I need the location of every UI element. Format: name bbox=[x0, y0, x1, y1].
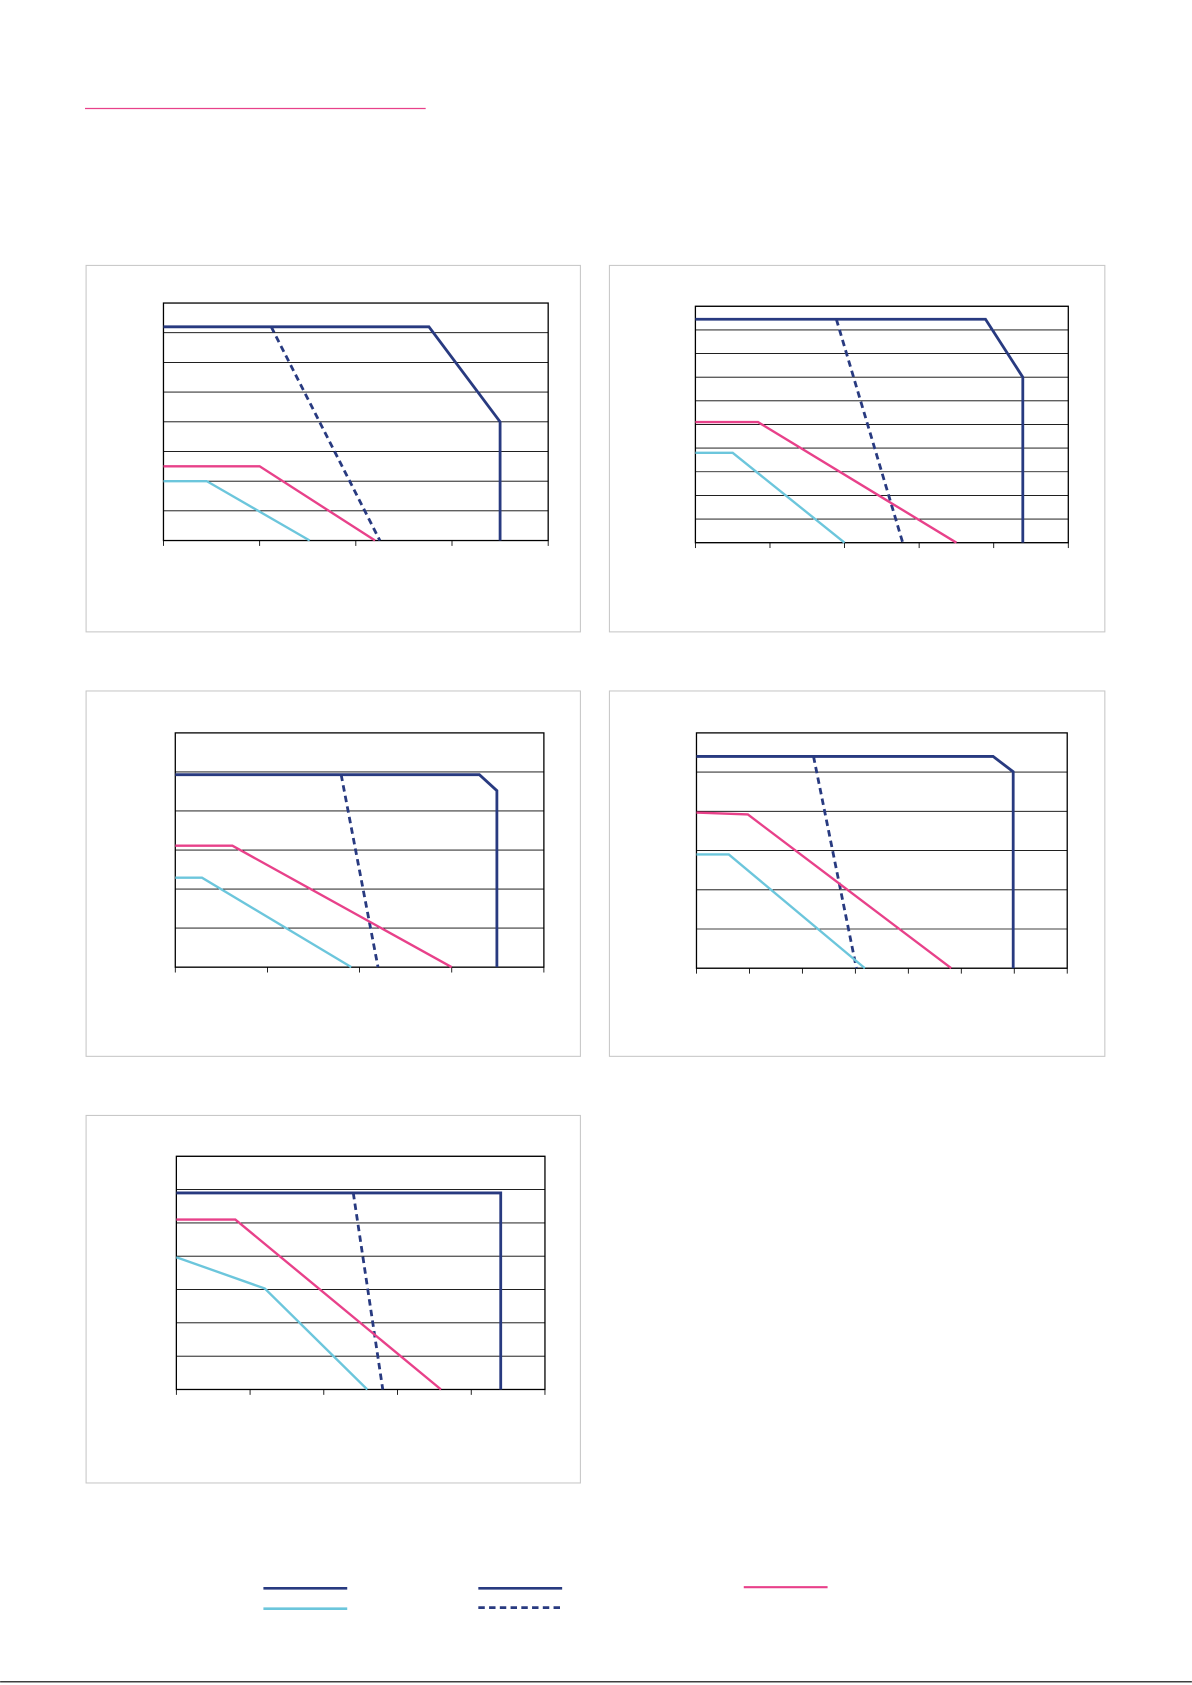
plot-frame bbox=[174, 732, 545, 968]
series-line bbox=[696, 755, 1015, 969]
series-line bbox=[696, 853, 866, 970]
series-line bbox=[812, 756, 858, 969]
panel bbox=[608, 690, 1106, 1057]
series-line bbox=[269, 326, 382, 542]
series-line bbox=[163, 479, 311, 542]
series-line bbox=[339, 774, 380, 968]
panel bbox=[85, 264, 581, 633]
series-line bbox=[695, 420, 958, 544]
panel bbox=[85, 1114, 581, 1484]
series-line bbox=[835, 318, 905, 544]
series-line bbox=[695, 317, 1025, 543]
series-line bbox=[175, 876, 352, 969]
series-line bbox=[163, 325, 502, 541]
series-line bbox=[695, 451, 846, 544]
plot-frame bbox=[162, 302, 549, 542]
series-line bbox=[175, 1256, 369, 1391]
plot-frame bbox=[694, 305, 1069, 544]
panel bbox=[608, 264, 1106, 633]
series-line bbox=[175, 773, 499, 968]
series-line bbox=[163, 465, 376, 542]
series-line bbox=[176, 1191, 503, 1390]
series-line bbox=[351, 1192, 385, 1390]
series-line bbox=[696, 811, 952, 970]
series-line bbox=[176, 1218, 442, 1391]
plot-frame bbox=[175, 1155, 546, 1391]
plot-frame bbox=[695, 732, 1068, 969]
legend bbox=[263, 1586, 828, 1611]
panel bbox=[85, 690, 581, 1057]
series-line bbox=[175, 844, 453, 969]
